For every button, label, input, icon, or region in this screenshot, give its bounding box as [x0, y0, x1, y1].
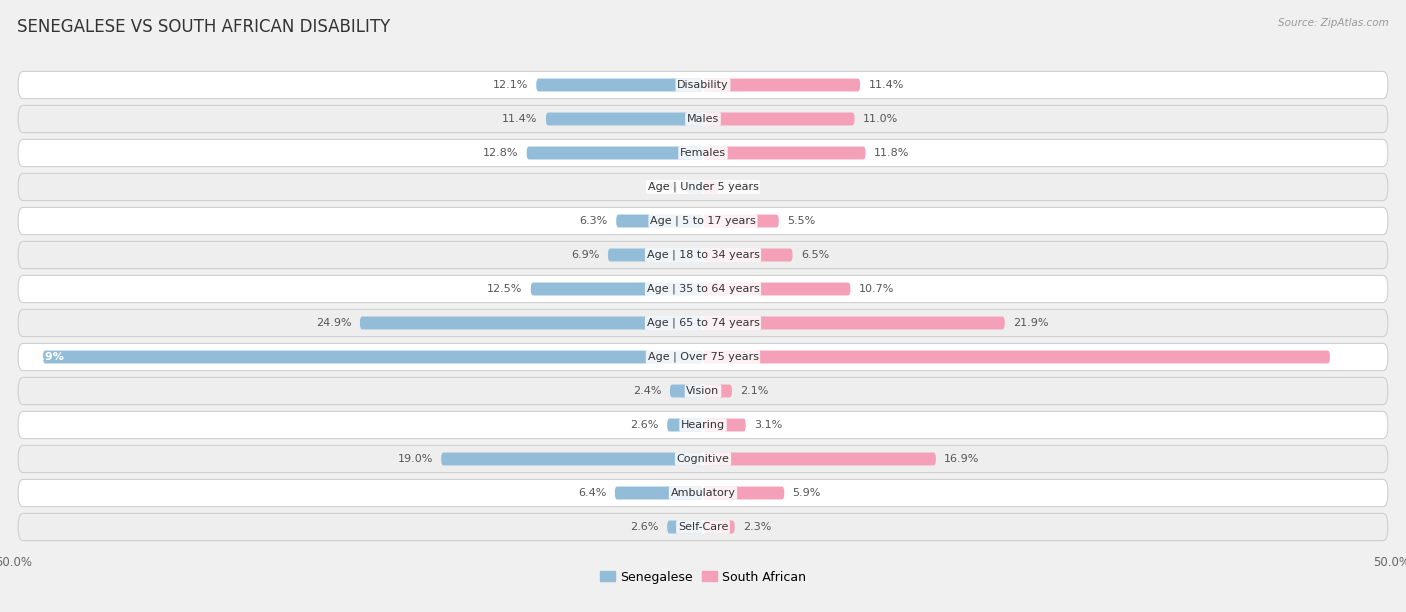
Text: 19.0%: 19.0%	[398, 454, 433, 464]
FancyBboxPatch shape	[18, 343, 1388, 371]
FancyBboxPatch shape	[703, 78, 860, 91]
Text: Age | Over 75 years: Age | Over 75 years	[648, 352, 758, 362]
Text: 5.9%: 5.9%	[793, 488, 821, 498]
FancyBboxPatch shape	[18, 140, 1388, 166]
Text: 2.6%: 2.6%	[630, 522, 659, 532]
Text: Ambulatory: Ambulatory	[671, 488, 735, 498]
FancyBboxPatch shape	[703, 316, 1005, 329]
FancyBboxPatch shape	[703, 215, 779, 228]
Text: 11.0%: 11.0%	[863, 114, 898, 124]
Text: 45.5%: 45.5%	[1343, 352, 1381, 362]
Text: Source: ZipAtlas.com: Source: ZipAtlas.com	[1278, 18, 1389, 28]
Text: Age | 65 to 74 years: Age | 65 to 74 years	[647, 318, 759, 328]
Text: 6.4%: 6.4%	[578, 488, 606, 498]
Text: 6.9%: 6.9%	[571, 250, 599, 260]
Text: 2.3%: 2.3%	[742, 522, 772, 532]
FancyBboxPatch shape	[18, 411, 1388, 439]
FancyBboxPatch shape	[18, 513, 1388, 540]
Legend: Senegalese, South African: Senegalese, South African	[595, 565, 811, 589]
Text: Males: Males	[688, 114, 718, 124]
Text: Hearing: Hearing	[681, 420, 725, 430]
Text: 10.7%: 10.7%	[859, 284, 894, 294]
FancyBboxPatch shape	[703, 113, 855, 125]
FancyBboxPatch shape	[18, 446, 1388, 472]
FancyBboxPatch shape	[531, 283, 703, 296]
FancyBboxPatch shape	[703, 146, 866, 160]
Text: Disability: Disability	[678, 80, 728, 90]
FancyBboxPatch shape	[18, 310, 1388, 337]
Text: 12.8%: 12.8%	[482, 148, 519, 158]
Text: Self-Care: Self-Care	[678, 522, 728, 532]
FancyBboxPatch shape	[441, 452, 703, 466]
Text: 1.1%: 1.1%	[727, 182, 755, 192]
Text: 11.8%: 11.8%	[875, 148, 910, 158]
Text: Age | Under 5 years: Age | Under 5 years	[648, 182, 758, 192]
Text: Cognitive: Cognitive	[676, 454, 730, 464]
Text: 1.2%: 1.2%	[650, 182, 678, 192]
FancyBboxPatch shape	[703, 452, 936, 466]
FancyBboxPatch shape	[686, 181, 703, 193]
FancyBboxPatch shape	[703, 248, 793, 261]
Text: 16.9%: 16.9%	[945, 454, 980, 464]
Text: SENEGALESE VS SOUTH AFRICAN DISABILITY: SENEGALESE VS SOUTH AFRICAN DISABILITY	[17, 18, 389, 36]
FancyBboxPatch shape	[703, 487, 785, 499]
Text: 21.9%: 21.9%	[1012, 318, 1049, 328]
FancyBboxPatch shape	[18, 241, 1388, 269]
Text: 11.4%: 11.4%	[502, 114, 537, 124]
Text: 6.3%: 6.3%	[579, 216, 607, 226]
Text: 2.6%: 2.6%	[630, 420, 659, 430]
Text: 6.5%: 6.5%	[801, 250, 830, 260]
Text: 12.5%: 12.5%	[486, 284, 523, 294]
FancyBboxPatch shape	[18, 207, 1388, 234]
FancyBboxPatch shape	[536, 78, 703, 91]
Text: 2.4%: 2.4%	[633, 386, 662, 396]
Text: 47.9%: 47.9%	[25, 352, 63, 362]
FancyBboxPatch shape	[669, 384, 703, 397]
Text: Age | 5 to 17 years: Age | 5 to 17 years	[650, 216, 756, 226]
FancyBboxPatch shape	[668, 419, 703, 431]
FancyBboxPatch shape	[703, 521, 735, 534]
FancyBboxPatch shape	[607, 248, 703, 261]
FancyBboxPatch shape	[703, 181, 718, 193]
FancyBboxPatch shape	[18, 173, 1388, 201]
FancyBboxPatch shape	[18, 105, 1388, 133]
FancyBboxPatch shape	[44, 351, 703, 364]
Text: Age | 18 to 34 years: Age | 18 to 34 years	[647, 250, 759, 260]
Text: 5.5%: 5.5%	[787, 216, 815, 226]
FancyBboxPatch shape	[703, 419, 745, 431]
Text: 3.1%: 3.1%	[754, 420, 782, 430]
Text: Age | 35 to 64 years: Age | 35 to 64 years	[647, 284, 759, 294]
FancyBboxPatch shape	[703, 384, 733, 397]
FancyBboxPatch shape	[18, 378, 1388, 405]
FancyBboxPatch shape	[18, 479, 1388, 507]
Text: 12.1%: 12.1%	[492, 80, 529, 90]
Text: Vision: Vision	[686, 386, 720, 396]
FancyBboxPatch shape	[527, 146, 703, 160]
FancyBboxPatch shape	[18, 72, 1388, 99]
Text: 24.9%: 24.9%	[316, 318, 352, 328]
FancyBboxPatch shape	[616, 215, 703, 228]
FancyBboxPatch shape	[703, 283, 851, 296]
Text: 11.4%: 11.4%	[869, 80, 904, 90]
Text: Females: Females	[681, 148, 725, 158]
FancyBboxPatch shape	[360, 316, 703, 329]
FancyBboxPatch shape	[614, 487, 703, 499]
Text: 2.1%: 2.1%	[740, 386, 769, 396]
FancyBboxPatch shape	[668, 521, 703, 534]
FancyBboxPatch shape	[703, 351, 1330, 364]
FancyBboxPatch shape	[546, 113, 703, 125]
FancyBboxPatch shape	[18, 275, 1388, 302]
